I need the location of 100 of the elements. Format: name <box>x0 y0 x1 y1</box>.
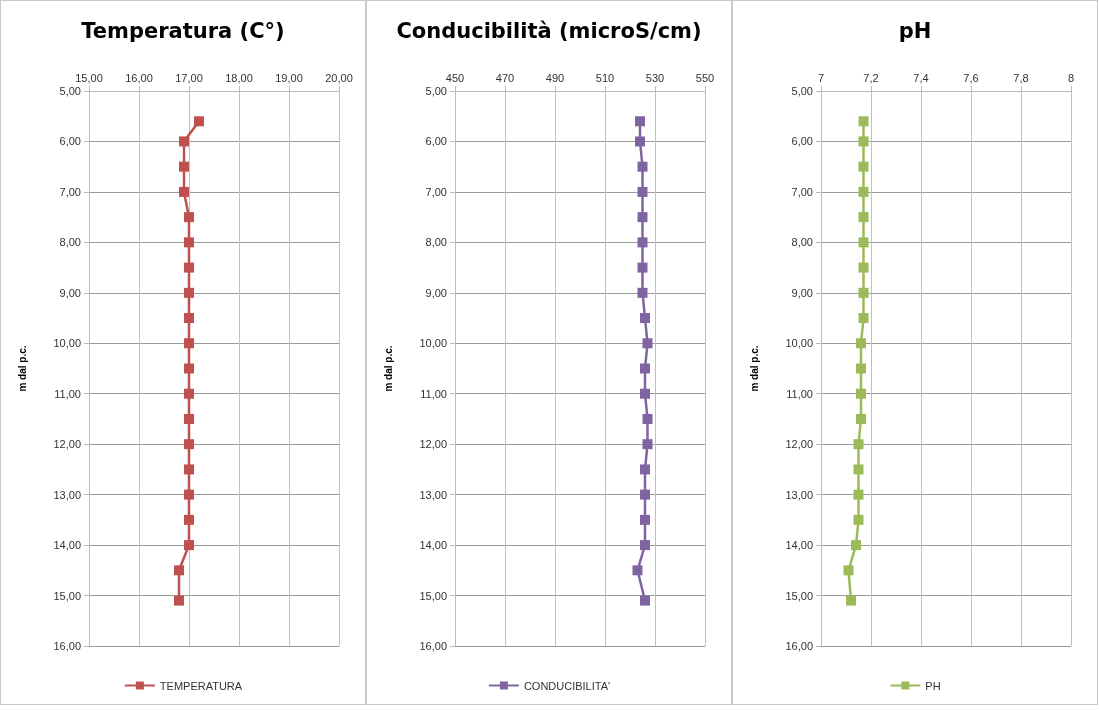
x-tick-label: 7,6 <box>963 71 979 84</box>
point <box>184 262 194 273</box>
y-tick-label: 7,00 <box>425 185 447 198</box>
point <box>637 287 648 298</box>
point <box>632 565 643 576</box>
y-tick-label: 8,00 <box>59 236 81 249</box>
point <box>640 595 650 606</box>
y-tick-label: 14,00 <box>419 539 447 552</box>
point <box>640 363 650 374</box>
y-tick-label: 14,00 <box>53 539 81 552</box>
y-tick-label: 15,00 <box>419 589 447 602</box>
point <box>637 262 648 273</box>
x-tick-label: 530 <box>645 71 665 84</box>
y-tick-label: 8,00 <box>425 236 447 249</box>
point <box>637 161 648 172</box>
x-tick-label: 8 <box>1067 71 1075 84</box>
y-tick-label: 16,00 <box>419 640 447 652</box>
y-tick-label: 5,00 <box>425 85 447 97</box>
y-tick-label: 15,00 <box>785 589 813 602</box>
point <box>846 595 856 606</box>
x-tick-label: 550 <box>695 71 715 84</box>
y-tick-label: 7,00 <box>59 185 81 198</box>
y-tick-label: 10,00 <box>53 337 81 350</box>
point <box>856 363 866 374</box>
point <box>184 514 194 525</box>
y-axis-title: m dal p.c. <box>748 345 760 392</box>
point <box>853 464 864 475</box>
y-tick-label: 13,00 <box>53 488 81 501</box>
y-tick-label: 6,00 <box>425 135 447 148</box>
x-tick-label: 20,00 <box>325 71 353 84</box>
point <box>184 388 194 399</box>
point <box>184 287 194 298</box>
y-tick-label: 16,00 <box>785 640 813 652</box>
point <box>858 161 869 172</box>
y-tick-label: 6,00 <box>59 135 81 148</box>
point <box>184 313 194 324</box>
point <box>642 338 653 349</box>
y-tick-label: 11,00 <box>54 387 81 400</box>
point <box>640 489 650 500</box>
point <box>184 464 194 475</box>
y-tick-label: 12,00 <box>785 438 813 451</box>
chart-title: Temperatura (C°) <box>81 18 285 43</box>
point <box>179 136 189 147</box>
point <box>637 186 648 197</box>
point <box>179 186 189 197</box>
point <box>184 489 194 500</box>
x-tick-label: 7 <box>817 71 825 84</box>
y-tick-label: 6,00 <box>791 135 813 148</box>
y-tick-label: 9,00 <box>791 286 813 299</box>
point <box>856 388 866 399</box>
x-tick-label: 510 <box>595 71 615 84</box>
point <box>853 489 864 500</box>
point <box>642 439 653 450</box>
point <box>174 595 184 606</box>
point <box>635 136 645 147</box>
y-tick-label: 9,00 <box>425 286 447 299</box>
y-tick-label: 13,00 <box>785 488 813 501</box>
y-tick-label: 16,00 <box>53 640 81 652</box>
point <box>184 212 194 223</box>
y-tick-label: 5,00 <box>791 85 813 97</box>
point <box>858 237 869 248</box>
point <box>194 116 204 127</box>
x-tick-label: 16,00 <box>125 71 153 84</box>
point <box>174 565 184 576</box>
point <box>851 540 861 551</box>
point <box>184 413 194 424</box>
point <box>853 514 864 525</box>
y-tick-label: 10,00 <box>785 337 813 350</box>
y-tick-label: 11,00 <box>420 387 447 400</box>
x-tick-label: 7,8 <box>1013 71 1029 84</box>
x-tick-label: 490 <box>545 71 565 84</box>
y-tick-label: 11,00 <box>786 387 813 400</box>
point <box>856 413 866 424</box>
x-tick-label: 7,2 <box>863 71 879 84</box>
x-tick-label: 450 <box>445 71 465 84</box>
point <box>853 439 864 450</box>
point <box>856 338 866 349</box>
y-tick-label: 9,00 <box>59 286 81 299</box>
x-tick-label: 19,00 <box>275 71 303 84</box>
point <box>179 161 189 172</box>
y-tick-label: 8,00 <box>791 236 813 249</box>
point <box>858 136 869 147</box>
chart-title: pH <box>898 18 932 43</box>
point <box>184 338 194 349</box>
chart-title: Conducibilità (microS/cm) <box>396 18 702 43</box>
y-tick-label: 7,00 <box>791 185 813 198</box>
point <box>184 540 194 551</box>
y-tick-label: 14,00 <box>785 539 813 552</box>
y-tick-label: 10,00 <box>419 337 447 350</box>
point <box>858 186 869 197</box>
y-tick-label: 5,00 <box>59 85 81 97</box>
x-tick-label: 15,00 <box>75 71 103 84</box>
x-tick-label: 18,00 <box>225 71 253 84</box>
point <box>843 565 854 576</box>
y-tick-label: 12,00 <box>419 438 447 451</box>
point <box>637 237 648 248</box>
point <box>640 313 650 324</box>
y-axis-title: m dal p.c. <box>16 345 28 392</box>
x-tick-label: 7,4 <box>913 71 929 84</box>
y-tick-label: 13,00 <box>419 488 447 501</box>
